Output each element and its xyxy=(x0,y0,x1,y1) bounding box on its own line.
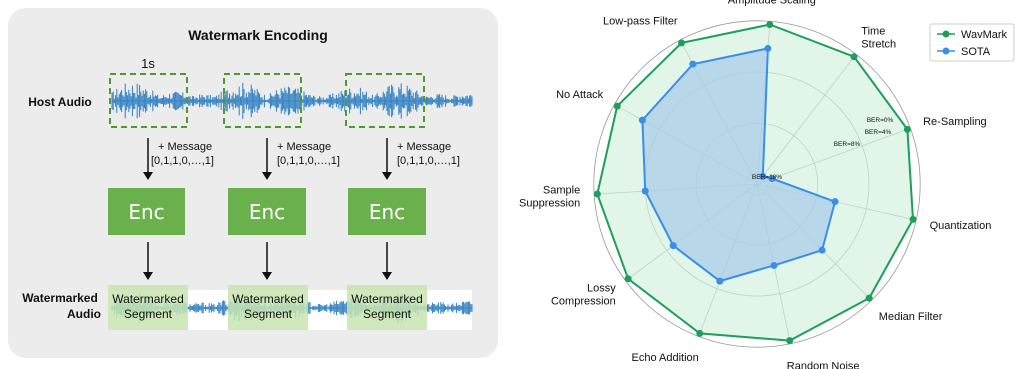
watermarked-segment-2 xyxy=(228,285,308,330)
encoder-label-3: Enc xyxy=(369,200,405,224)
message-bits-3: [0,1,1,0,…,1] xyxy=(397,155,460,167)
ring-label-2: BER=4% xyxy=(865,129,892,136)
axis-label-9-line-1: Sample xyxy=(543,185,580,197)
encoder-block-3 xyxy=(348,188,426,235)
axis-label-6: Random Noise xyxy=(787,360,860,369)
point-wavmark-11 xyxy=(678,39,686,47)
legend-label-wavmark: WavMark xyxy=(961,29,1008,41)
point-wavmark-6 xyxy=(786,337,794,345)
arrowhead-to-segment-2 xyxy=(262,272,272,280)
axis-label-3: Re-Sampling xyxy=(923,116,987,128)
host-audio-label: Host Audio xyxy=(28,95,92,109)
axis-label-8-line-1: Lossy xyxy=(587,283,616,295)
ring-label-1: BER=0% xyxy=(867,117,894,124)
watermarked-audio-label-line2: Audio xyxy=(67,307,101,321)
point-sota-9 xyxy=(641,187,649,195)
point-sota-8 xyxy=(669,242,677,250)
axis-label-1: Amplitude Scaling xyxy=(728,0,816,6)
point-sota-3 xyxy=(768,175,776,183)
axis-label-2-line-1: Time xyxy=(861,26,885,38)
axis-label-8-line-2: Compression xyxy=(551,296,616,308)
point-wavmark-3 xyxy=(903,125,911,133)
arrowhead-to-segment-3 xyxy=(382,272,392,280)
point-sota-2 xyxy=(759,172,767,180)
ring-label-4: BER=18% xyxy=(752,174,782,181)
segment-label-1-line2: Segment xyxy=(124,307,173,321)
point-wavmark-2 xyxy=(850,53,858,61)
legend-marker-wavmark xyxy=(942,30,950,38)
point-wavmark-4 xyxy=(909,215,917,223)
arrowhead-to-segment-1 xyxy=(143,272,153,280)
watermarked-segment-3 xyxy=(347,285,427,330)
point-wavmark-9 xyxy=(593,190,601,198)
point-sota-6 xyxy=(770,261,778,269)
point-sota-11 xyxy=(689,60,697,68)
legend-label-sota: SOTA xyxy=(961,46,991,58)
point-wavmark-10 xyxy=(613,102,621,110)
axis-label-4: Quantization xyxy=(930,220,992,232)
watermarked-segment-1 xyxy=(108,285,188,330)
axis-label-10: No Attack xyxy=(556,89,604,101)
point-wavmark-7 xyxy=(696,329,704,337)
segment-box-1 xyxy=(109,73,188,128)
radar-ring-4 xyxy=(593,20,921,348)
point-sota-4 xyxy=(831,198,839,206)
axis-label-2-line-2: Stretch xyxy=(861,39,896,51)
arrowhead-to-encoder-1 xyxy=(143,172,153,180)
legend-marker-sota xyxy=(942,47,950,55)
arrowhead-to-encoder-3 xyxy=(382,172,392,180)
point-sota-10 xyxy=(638,116,646,124)
host-audio-waveform xyxy=(111,82,473,120)
message-label-1: + Message xyxy=(158,141,212,153)
point-wavmark-8 xyxy=(624,275,632,283)
segment-label-3-line1: Watermarked xyxy=(351,292,423,306)
radar-ring-labels: BER=0% BER=4% BER=8% BER=18% xyxy=(752,117,894,181)
encoder-block-2 xyxy=(228,188,306,235)
point-wavmark-5 xyxy=(865,294,873,302)
point-wavmark-1 xyxy=(766,21,774,29)
segment-label-1-line1: Watermarked xyxy=(112,292,184,306)
axis-label-5: Median Filter xyxy=(879,311,943,323)
radar-series xyxy=(593,21,917,345)
ring-label-3: BER=8% xyxy=(834,141,861,148)
axis-label-9-line-2: Suppression xyxy=(519,198,580,210)
point-sota-1 xyxy=(764,44,772,52)
encoder-label-2: Enc xyxy=(249,200,285,224)
encoder-label-1: Enc xyxy=(128,200,164,224)
segment-label-3-line2: Segment xyxy=(363,307,412,321)
segment-box-3 xyxy=(345,73,425,128)
watermarked-audio-label-line1: Watermarked xyxy=(22,291,98,305)
encoder-block-1 xyxy=(108,188,185,235)
point-sota-7 xyxy=(716,277,724,285)
segment-label-2-line2: Segment xyxy=(244,307,293,321)
message-label-2: + Message xyxy=(277,141,331,153)
message-bits-1: [0,1,1,0,…,1] xyxy=(151,155,214,167)
segment-box-2 xyxy=(223,73,302,128)
axis-label-7: Echo Addition xyxy=(632,352,699,364)
message-bits-2: [0,1,1,0,…,1] xyxy=(277,155,340,167)
message-label-3: + Message xyxy=(397,141,451,153)
encoding-diagram: Watermark Encoding 1s Host Audio Waterma… xyxy=(22,27,473,330)
arrowhead-to-encoder-2 xyxy=(262,172,272,180)
segment-label-2-line1: Watermarked xyxy=(232,292,304,306)
point-sota-5 xyxy=(818,246,826,254)
segment-duration-label: 1s xyxy=(141,56,155,71)
legend: WavMark SOTA xyxy=(929,23,1015,62)
axis-label-11: Low-pass Filter xyxy=(603,16,678,28)
encoding-title: Watermark Encoding xyxy=(188,27,328,43)
